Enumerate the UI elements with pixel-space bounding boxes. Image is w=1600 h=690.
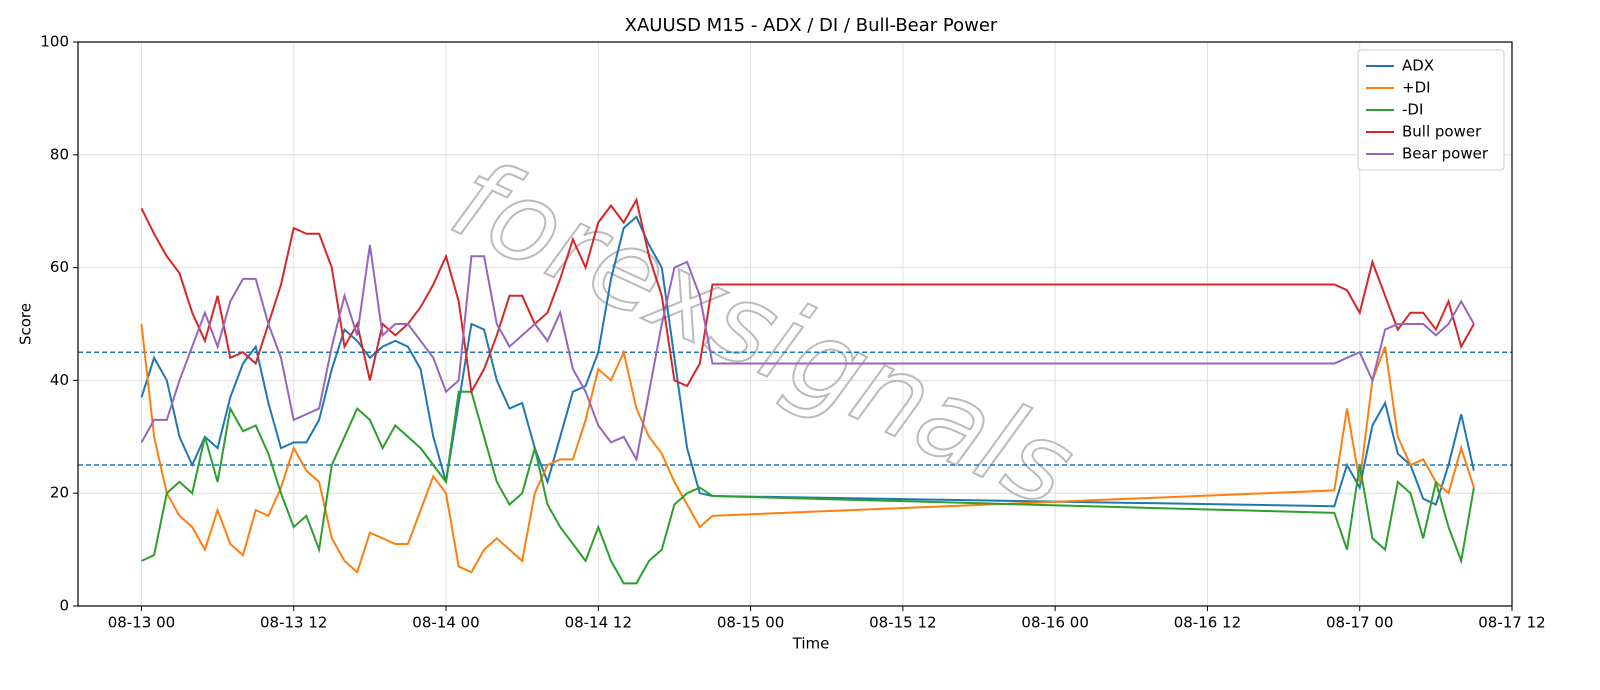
x-axis-label: Time — [792, 635, 830, 653]
legend-label: Bear power — [1402, 145, 1489, 163]
x-tick-label: 08-14 12 — [565, 614, 632, 632]
y-tick-label: 20 — [50, 484, 69, 502]
x-tick-label: 08-16 00 — [1021, 614, 1088, 632]
x-tick-label: 08-15 12 — [869, 614, 936, 632]
y-tick-label: 40 — [50, 371, 69, 389]
legend-box — [1357, 49, 1505, 171]
watermark: forexsignals — [434, 134, 1092, 532]
legend-label: +DI — [1402, 79, 1431, 97]
series-line — [140, 197, 1475, 395]
y-tick-label: 80 — [50, 145, 69, 163]
y-tick-label: 60 — [50, 258, 69, 276]
x-tick-label: 08-13 00 — [108, 614, 175, 632]
y-tick-label: 100 — [40, 33, 69, 51]
series-line — [140, 323, 1475, 574]
legend-label: ADX — [1402, 57, 1434, 75]
legend-label: -DI — [1402, 101, 1423, 119]
legend-label: Bull power — [1402, 123, 1482, 141]
x-tick-label: 08-13 12 — [260, 614, 327, 632]
y-tick-label: 0 — [59, 597, 69, 615]
x-tick-label: 08-17 12 — [1478, 614, 1545, 632]
x-tick-label: 08-16 12 — [1174, 614, 1241, 632]
x-tick-label: 08-15 00 — [717, 614, 784, 632]
series-line — [141, 390, 1475, 585]
y-axis-label: Score — [17, 303, 35, 345]
chart-title: XAUUSD M15 - ADX / DI / Bull-Bear Power — [625, 15, 998, 36]
series-line — [140, 244, 1475, 463]
x-tick-label: 08-14 00 — [412, 614, 479, 632]
plot-frame — [77, 41, 1513, 607]
series-line — [140, 215, 1475, 508]
x-tick-label: 08-17 00 — [1326, 614, 1393, 632]
